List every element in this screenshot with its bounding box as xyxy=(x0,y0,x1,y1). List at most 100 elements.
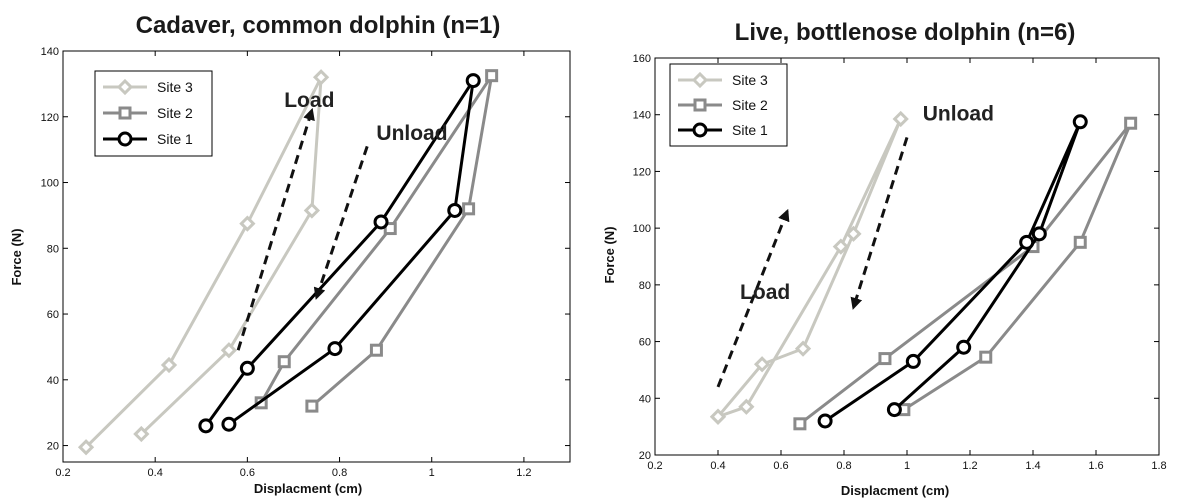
series-layer xyxy=(77,69,499,456)
data-point-site-3 xyxy=(892,110,909,128)
x-tick-label: 1.2 xyxy=(516,467,531,479)
x-axis-ticks: 0.2 0.4 0.6 0.8 1 1.2 1.4 1.6 1.8 xyxy=(647,58,1167,472)
data-point-site-3 xyxy=(794,340,812,357)
data-point-site-3 xyxy=(845,225,862,242)
data-point-site-2 xyxy=(1073,235,1087,249)
data-point-site-1 xyxy=(1072,114,1088,130)
chart-panel-live: Live, bottlenose dolphin (n=6) 0.2 0.4 0.6… xyxy=(602,19,1167,498)
x-tick-label: 0.6 xyxy=(773,460,788,472)
data-point-site-3 xyxy=(303,202,321,219)
x-tick-label: 1.2 xyxy=(962,460,977,472)
legend-label-site-2: Site 2 xyxy=(157,105,193,121)
y-tick-label: 60 xyxy=(47,309,59,321)
data-point-site-1 xyxy=(886,402,902,418)
y-tick-label: 80 xyxy=(639,280,651,292)
data-point-site-1 xyxy=(221,416,237,432)
x-tick-label: 1 xyxy=(904,460,910,472)
x-tick-label: 1.6 xyxy=(1088,460,1103,472)
y-tick-label: 80 xyxy=(47,243,59,255)
data-point-site-1 xyxy=(373,214,389,230)
data-point-site-1 xyxy=(239,360,255,376)
annotation-arrow-load xyxy=(716,208,790,388)
x-tick-label: 0.8 xyxy=(836,460,851,472)
x-tick-label: 0.2 xyxy=(647,460,662,472)
x-tick-label: 0.8 xyxy=(332,467,347,479)
annotation-layer: Load Unload xyxy=(236,89,448,351)
x-axis-label: Displacment (cm) xyxy=(254,481,362,496)
x-tick-label: 1.4 xyxy=(1025,460,1040,472)
legend-marker-site-3 xyxy=(691,71,709,89)
x-tick-label: 0.4 xyxy=(710,460,725,472)
legend-label-site-3: Site 3 xyxy=(732,72,768,88)
data-point-site-1 xyxy=(956,339,972,355)
data-point-site-1 xyxy=(905,353,921,369)
data-point-site-2 xyxy=(793,417,807,431)
legend-label-site-1: Site 1 xyxy=(157,131,193,147)
plot-frame xyxy=(62,50,571,463)
legend-label-site-2: Site 2 xyxy=(732,97,768,113)
chart-panel-cadaver: Cadaver, common dolphin (n=1) 0.2 0.4 0.6 0… xyxy=(9,12,571,496)
x-tick-label: 0.4 xyxy=(148,467,163,479)
x-tick-label: 1.8 xyxy=(1151,460,1166,472)
y-tick-label: 20 xyxy=(47,441,59,453)
legend: Site 3 Site 2 Site 1 xyxy=(94,70,213,157)
annotation-label-load: Load xyxy=(284,89,334,112)
data-point-site-3 xyxy=(312,69,330,86)
y-tick-label: 20 xyxy=(639,450,651,462)
y-axis-ticks: 20 40 60 80 100 120 140 xyxy=(41,46,570,453)
data-point-site-1 xyxy=(198,418,214,434)
data-point-site-3 xyxy=(239,215,256,232)
x-axis-label: Displacment (cm) xyxy=(841,483,949,498)
annotation-label-load: Load xyxy=(740,281,790,304)
annotation-label-unload: Unload xyxy=(923,102,994,125)
y-tick-label: 40 xyxy=(639,393,651,405)
y-axis-label: Force (N) xyxy=(602,226,617,283)
y-tick-label: 100 xyxy=(633,223,651,235)
data-point-site-2 xyxy=(878,352,892,366)
series-layer xyxy=(709,110,1138,431)
y-tick-label: 140 xyxy=(633,110,651,122)
legend-marker-site-1 xyxy=(692,122,708,138)
data-point-site-2 xyxy=(277,355,291,369)
data-point-site-1 xyxy=(447,202,463,218)
chart-title: Live, bottlenose dolphin (n=6) xyxy=(735,19,1076,46)
data-point-site-2 xyxy=(1124,116,1138,130)
legend-label-site-1: Site 1 xyxy=(732,122,768,138)
annotation-arrow-unload xyxy=(313,145,369,300)
data-point-site-3 xyxy=(160,356,178,374)
data-point-site-1 xyxy=(1031,226,1047,242)
legend-marker-site-3 xyxy=(116,78,134,96)
data-point-site-3 xyxy=(738,398,755,415)
legend-marker-site-2 xyxy=(118,106,132,120)
data-point-site-3 xyxy=(753,356,771,373)
data-point-site-2 xyxy=(383,222,397,236)
x-axis-ticks: 0.2 0.4 0.6 0.8 1 1.2 xyxy=(55,51,532,479)
data-point-site-1 xyxy=(327,341,343,357)
y-tick-label: 120 xyxy=(633,166,651,178)
legend-marker-site-2 xyxy=(693,98,707,112)
annotation-arrow-load xyxy=(236,107,315,351)
y-tick-label: 100 xyxy=(41,178,59,190)
annotation-label-unload: Unload xyxy=(376,122,447,145)
series-line-site-3 xyxy=(716,117,903,419)
data-point-site-1 xyxy=(465,73,481,89)
legend-label-site-3: Site 3 xyxy=(157,79,193,95)
data-point-site-2 xyxy=(485,69,499,83)
series-line-site-2 xyxy=(798,121,1133,425)
y-tick-label: 60 xyxy=(639,337,651,349)
y-tick-label: 140 xyxy=(41,46,59,58)
chart-title: Cadaver, common dolphin (n=1) xyxy=(136,12,501,39)
y-tick-label: 160 xyxy=(633,53,651,65)
data-point-site-1 xyxy=(1019,234,1035,250)
data-point-site-3 xyxy=(133,425,150,443)
x-tick-label: 0.2 xyxy=(55,467,70,479)
data-point-site-3 xyxy=(77,439,95,456)
data-point-site-3 xyxy=(220,342,238,359)
x-tick-label: 0.6 xyxy=(240,467,255,479)
legend: Site 3 Site 2 Site 1 xyxy=(669,63,788,147)
data-point-site-1 xyxy=(817,413,833,429)
data-point-site-2 xyxy=(462,202,476,216)
data-point-site-3 xyxy=(832,238,849,255)
data-point-site-2 xyxy=(305,399,319,413)
